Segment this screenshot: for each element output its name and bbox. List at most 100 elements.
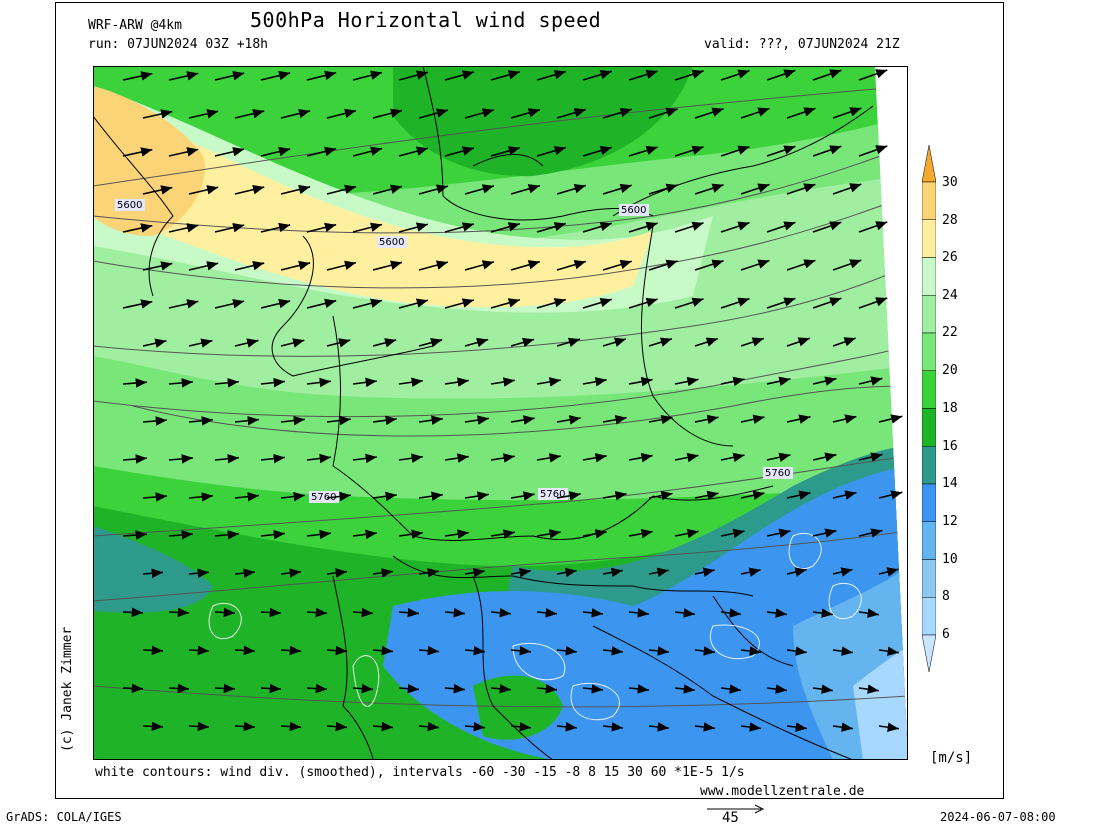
wind-arrow <box>556 646 577 656</box>
wind-arrow <box>582 608 603 618</box>
wind-arrow <box>878 414 903 424</box>
colorbar-tick: 8 <box>942 589 950 604</box>
wind-arrow <box>306 607 328 618</box>
wind-arrow <box>628 452 653 463</box>
wind-arrow <box>188 416 213 426</box>
wind-arrow <box>510 108 541 119</box>
wind-arrow <box>812 69 842 81</box>
colorbar-segment <box>921 144 937 183</box>
wind-arrow <box>490 683 511 694</box>
wind-arrow <box>720 221 750 233</box>
wind-arrow <box>628 684 649 694</box>
wind-arrow <box>648 722 669 732</box>
wind-arrow <box>720 608 741 618</box>
wind-arrow <box>490 146 521 157</box>
wind-arrow <box>188 645 210 656</box>
wind-arrow <box>674 452 699 463</box>
wind-arrow <box>234 491 259 502</box>
wind-arrow <box>694 490 719 501</box>
wind-arrow <box>260 377 285 388</box>
plot-frame <box>55 2 1004 799</box>
wind-arrow <box>878 722 899 732</box>
wind-arrow <box>188 185 219 195</box>
wind-arrow <box>490 453 515 463</box>
colorbar-tick: 24 <box>942 288 958 303</box>
coastlines-borders <box>93 66 874 760</box>
wind-arrow <box>556 260 586 271</box>
wind-arrow <box>306 146 337 157</box>
wind-arrow <box>786 646 807 656</box>
wind-arrow <box>556 415 581 425</box>
wind-arrow <box>372 184 403 195</box>
wind-arrow <box>142 492 167 502</box>
wind-arrow <box>740 490 765 501</box>
wind-vectors <box>122 69 903 732</box>
wind-arrow <box>464 260 495 271</box>
wind-arrow <box>234 721 256 732</box>
wind-arrow <box>648 414 673 425</box>
wind-arrow <box>398 529 423 540</box>
wind-arrow <box>260 529 285 540</box>
wind-arrow <box>352 607 374 618</box>
wind-arrow <box>602 107 632 119</box>
wind-arrow <box>418 184 449 195</box>
wind-arrow <box>372 568 393 578</box>
wind-arrow <box>510 645 531 656</box>
wind-arrow <box>740 259 770 271</box>
field-green-adriatic <box>473 675 563 740</box>
wind-arrow <box>326 108 357 119</box>
wind-arrow <box>786 259 816 271</box>
wind-arrow <box>214 71 245 81</box>
wind-arrow <box>602 490 627 501</box>
wind-arrow <box>694 567 715 577</box>
wind-arrow <box>858 69 888 81</box>
wind-arrow <box>280 415 305 426</box>
wind-arrow <box>858 608 879 618</box>
wind-arrow <box>444 683 465 694</box>
wind-speed-map: 5600 5600 5600 5760 5760 5760 <box>93 66 908 760</box>
valid-label: valid: ???, 07JUN2024 21Z <box>704 37 900 52</box>
colorbar-tick: 20 <box>942 363 958 378</box>
wind-arrow <box>812 221 842 233</box>
wind-arrow <box>306 453 331 464</box>
wind-arrow <box>694 722 715 732</box>
timestamp-label: 2024-06-07-08:00 <box>940 810 1056 824</box>
wind-arrow <box>674 528 699 539</box>
wind-arrow <box>766 684 787 694</box>
wind-arrow <box>398 683 420 694</box>
wind-arrow <box>418 260 449 271</box>
wind-arrow <box>878 490 903 500</box>
wind-arrow <box>674 376 699 387</box>
colorbar-segment <box>921 483 937 522</box>
wind-arrow <box>464 491 489 501</box>
wind-arrow <box>602 646 623 656</box>
wind-arrow <box>786 414 811 424</box>
wind-arrow <box>352 146 383 157</box>
wind-arrow <box>536 146 567 157</box>
wind-arrow <box>766 376 791 386</box>
wind-arrow <box>648 567 669 578</box>
wind-arrow <box>398 70 429 81</box>
wind-arrow <box>214 299 245 309</box>
colorbar-segment <box>921 332 937 371</box>
wind-arrow <box>260 146 291 157</box>
wind-arrow <box>280 184 311 195</box>
wind-arrow <box>352 529 377 540</box>
wind-arrow <box>122 147 153 157</box>
field-jet-yellow <box>113 106 653 308</box>
contour-label: 5600 <box>379 237 404 248</box>
wind-arrow <box>766 145 796 157</box>
unit-label: [m/s] <box>930 750 973 766</box>
wind-arrow <box>234 645 256 656</box>
contour-label-box <box>115 199 145 211</box>
wind-arrow <box>832 183 862 195</box>
wind-arrow <box>878 567 899 577</box>
wind-arrow <box>536 70 567 81</box>
wind-arrow <box>674 297 704 309</box>
wind-arrow <box>536 684 557 694</box>
wind-arrow <box>674 221 704 233</box>
colorbar <box>921 144 937 673</box>
wind-arrow <box>556 722 577 732</box>
wind-arrow <box>490 222 521 233</box>
wind-arrow <box>740 722 761 732</box>
